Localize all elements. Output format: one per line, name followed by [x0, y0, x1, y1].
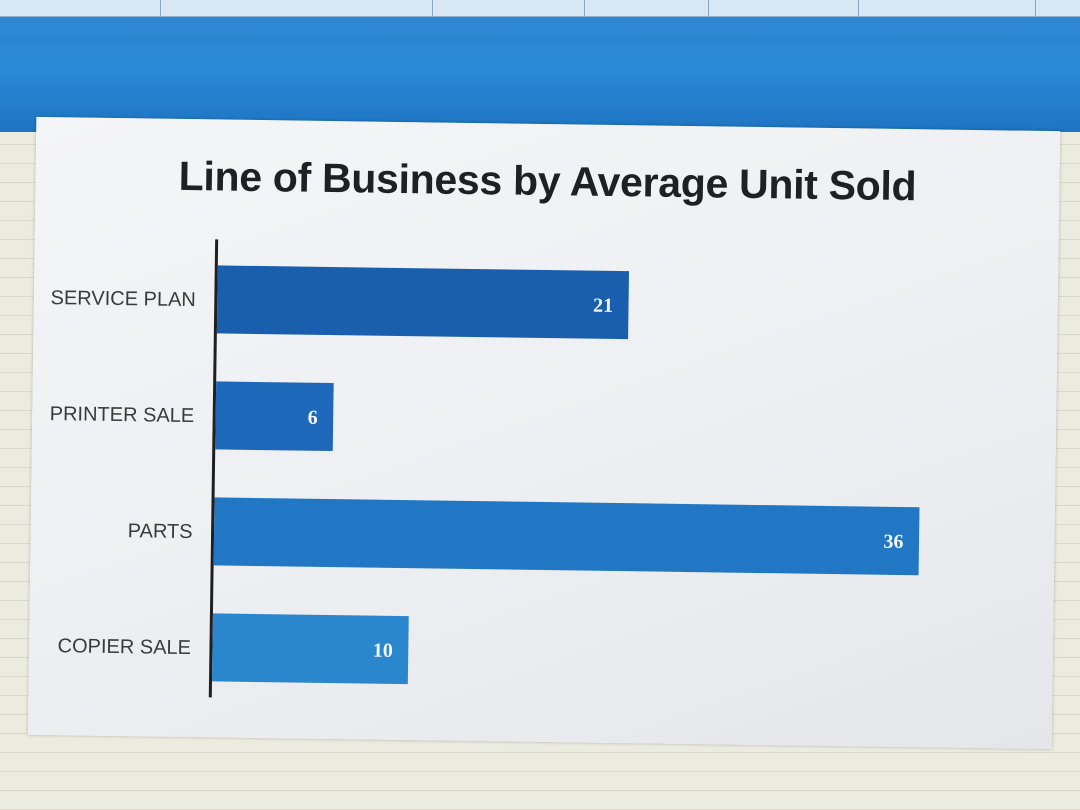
- bar-printer-sale[interactable]: [215, 381, 334, 452]
- chart-area[interactable]: Line of Business by Average Unit Sold SE…: [27, 116, 1061, 750]
- data-label: 10: [373, 640, 393, 662]
- data-label: 36: [883, 531, 903, 553]
- window-header: [0, 0, 1080, 132]
- column-header-strip: [0, 0, 1080, 17]
- column-separator: [432, 0, 433, 16]
- column-separator: [708, 0, 709, 16]
- category-label: COPIER SALE: [57, 635, 191, 659]
- column-separator: [1035, 0, 1036, 16]
- data-label: 21: [593, 295, 613, 317]
- bar-parts[interactable]: [213, 497, 920, 576]
- bar-chart-plot: SERVICE PLAN 21 PRINTER SALE 6 PARTS 36 COPIER…: [50, 239, 920, 698]
- column-separator: [160, 0, 161, 16]
- category-label: PRINTER SALE: [50, 403, 195, 427]
- y-axis-line: [208, 239, 219, 698]
- category-label: SERVICE PLAN: [50, 287, 196, 311]
- column-separator: [584, 0, 585, 16]
- bar-service-plan[interactable]: [216, 265, 630, 340]
- category-label: PARTS: [128, 520, 193, 543]
- column-separator: [858, 0, 859, 16]
- bar-copier-sale[interactable]: [211, 613, 409, 685]
- data-label: 6: [308, 407, 318, 429]
